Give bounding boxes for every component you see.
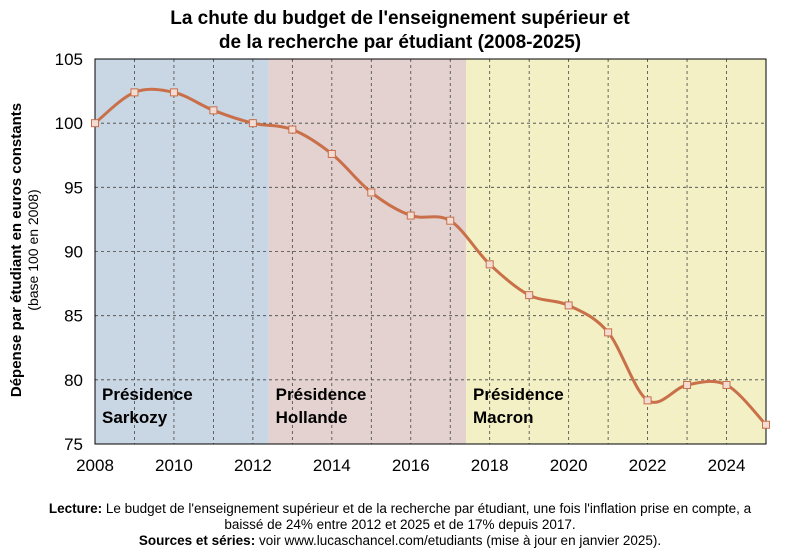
footer-lecture-line2: baissé de 24% entre 2012 et 2025 et de 1… (224, 517, 576, 532)
plot-frame (94, 58, 767, 445)
data-point (683, 380, 692, 389)
data-point (169, 88, 178, 97)
x-tick-label: 2020 (550, 456, 588, 475)
period-label-line2: Macron (473, 408, 533, 427)
y-tick-label: 75 (64, 435, 83, 454)
data-point (722, 380, 731, 389)
y-axis-label: Dépense par étudiant en euros constants (8, 103, 25, 397)
x-tick-label: 2008 (76, 456, 114, 475)
x-tick-label: 2012 (234, 456, 272, 475)
y-tick-label: 90 (64, 243, 83, 262)
x-tick-label: 2010 (155, 456, 193, 475)
data-point (525, 291, 534, 300)
data-point (643, 396, 652, 405)
y-tick-label: 100 (55, 114, 83, 133)
period-label-line1: Présidence (102, 385, 193, 404)
period-label-line2: Sarkozy (102, 408, 168, 427)
data-point (762, 420, 770, 429)
data-point (485, 260, 494, 269)
period-label-line2: Hollande (276, 408, 348, 427)
sources-label: Sources et séries: (138, 533, 256, 548)
data-point (367, 188, 376, 197)
chart-title: La chute du budget de l'enseignement sup… (170, 8, 630, 29)
lecture-text-1: Le budget de l'enseignement supérieur et… (102, 501, 752, 516)
sources-text: voir www.lucaschancel.com/etudiants (mis… (255, 533, 662, 548)
x-tick-label: 2022 (629, 456, 667, 475)
data-point (91, 119, 99, 128)
data-point (446, 216, 455, 225)
data-point (327, 149, 336, 158)
data-point (209, 106, 218, 115)
footer-lecture-line1: Lecture: Le budget de l'enseignement sup… (0, 500, 800, 517)
x-tick-label: 2024 (708, 456, 746, 475)
data-point (406, 211, 415, 220)
x-tick-label: 2016 (392, 456, 430, 475)
y-axis-sublabel: (base 100 en 2008) (25, 189, 41, 310)
footer-sources: Sources et séries: voir www.lucaschancel… (0, 532, 800, 549)
chart-title-line2: de la recherche par étudiant (2008-2025) (218, 32, 582, 53)
data-point (288, 125, 297, 134)
x-tick-label: 2018 (471, 456, 509, 475)
lecture-label: Lecture: (48, 501, 103, 516)
data-point (130, 88, 139, 97)
data-point (564, 301, 573, 310)
period-label-line1: Présidence (276, 385, 367, 404)
data-point (248, 119, 257, 128)
y-tick-label: 105 (55, 50, 83, 69)
data-point (604, 328, 613, 337)
y-tick-label: 80 (64, 371, 83, 390)
y-tick-label: 95 (64, 178, 83, 197)
x-tick-label: 2014 (313, 456, 351, 475)
y-tick-label: 85 (64, 307, 83, 326)
period-label-line1: Présidence (473, 385, 564, 404)
